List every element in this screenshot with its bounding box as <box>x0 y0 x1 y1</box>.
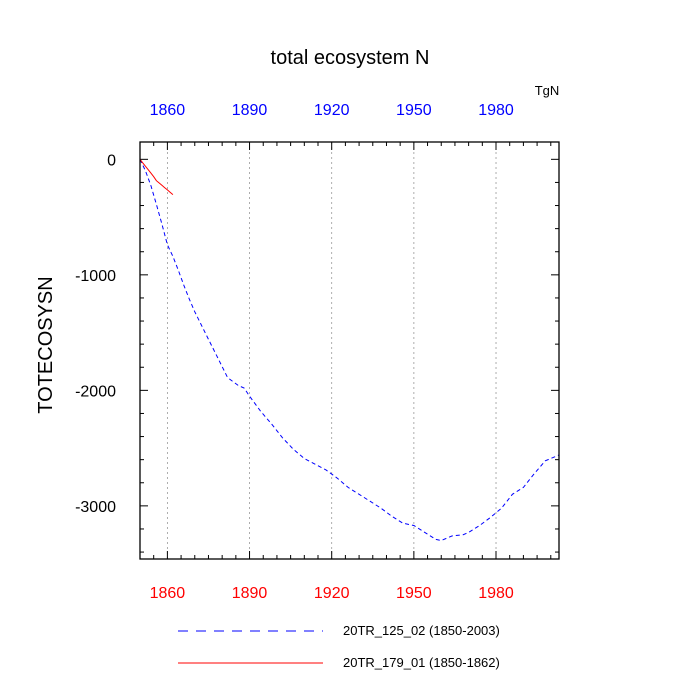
chart-title: total ecosystem N <box>271 47 430 69</box>
x-tick-label-bottom-1860: 1860 <box>150 585 186 602</box>
y-tick-label--3000: -3000 <box>75 499 116 516</box>
y-tick-label--1000: -1000 <box>75 268 116 285</box>
legend-label-1: 20TR_125_02 (1850-2003) <box>343 623 500 638</box>
series-layer <box>139 158 560 542</box>
x-tick-label-top-1890: 1890 <box>232 102 268 119</box>
axis-ticks <box>139 142 559 559</box>
tick-labels: 1860 1860 1890 1890 1920 1920 1950 1950 1980 1980… <box>75 102 514 602</box>
y-tick-label-0: 0 <box>107 152 116 169</box>
x-tick-label-bottom-1980: 1980 <box>478 585 514 602</box>
x-tick-label-top-1920: 1920 <box>314 102 350 119</box>
units-label: TgN <box>535 83 560 98</box>
plot-frame <box>139 141 560 560</box>
legend: 20TR_125_02 (1850-2003) 20TR_179_01 (1850… <box>178 623 500 670</box>
grid-lines <box>166 142 497 559</box>
series-line-1 <box>139 159 560 542</box>
y-axis-label: TOTECOSYSN <box>35 276 57 413</box>
x-tick-label-bottom-1950: 1950 <box>396 585 432 602</box>
x-tick-label-top-1860: 1860 <box>150 102 186 119</box>
legend-label-2: 20TR_179_01 (1850-1862) <box>343 655 500 670</box>
x-tick-label-bottom-1920: 1920 <box>314 585 350 602</box>
y-tick-label--2000: -2000 <box>75 383 116 400</box>
x-tick-label-top-1980: 1980 <box>478 102 514 119</box>
series-line-2 <box>139 158 174 195</box>
x-tick-label-bottom-1890: 1890 <box>232 585 268 602</box>
x-tick-label-top-1950: 1950 <box>396 102 432 119</box>
